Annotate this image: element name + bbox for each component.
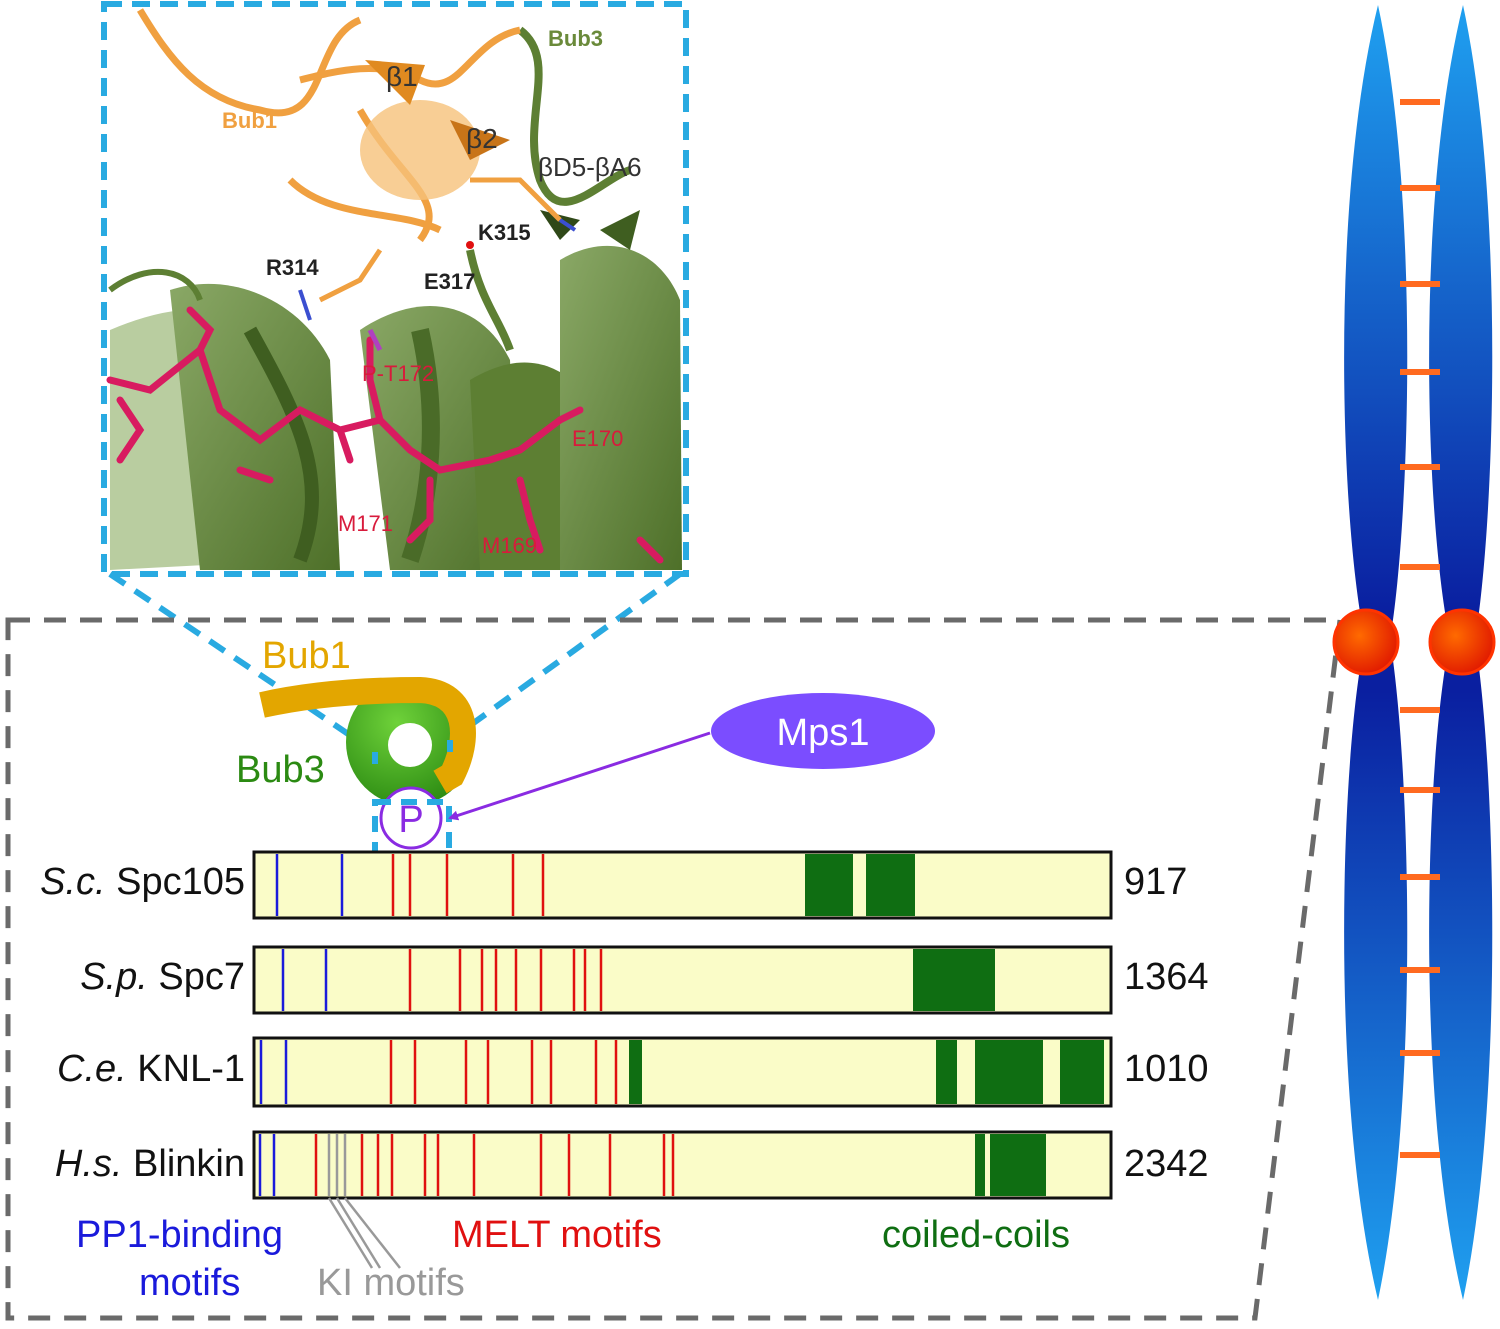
coiled-coils-sp [913,949,995,1011]
pp1-motifs-sc [275,854,344,916]
inset-label-pt172: P-T172 [362,361,434,386]
inset-label-r314: R314 [266,255,319,280]
inset-label-e170: E170 [572,426,623,451]
bub-complex: Bub1 Bub3 P [236,635,476,863]
cohesin-links [1400,99,1440,1158]
zoom-line-right [448,571,682,743]
pp1-motifs-hs [258,1134,276,1196]
track-label-sc: S.c. Spc105 [40,861,245,904]
species-sp: S.p. [80,956,148,998]
inset-label-loop: βD5-βA6 [538,152,642,182]
pp1-motifs-sp [281,949,328,1011]
zoom-line-left [108,571,377,755]
bub1-ribbon [136,8,562,303]
track-label-hs: H.s. Blinkin [55,1143,245,1186]
track-sp-spc7 [252,945,1113,1015]
chromosome [1332,5,1496,1300]
track-length-sc: 917 [1124,861,1188,903]
species-hs: H.s. [54,1143,123,1185]
track-length-ce: 1010 [1124,1048,1209,1090]
bub3-sheets [108,26,682,570]
inset-label-beta1: β1 [386,61,418,92]
protein-ce: KNL-1 [137,1048,245,1090]
melt-motifs-hs [314,1134,675,1196]
inset-label-bub1: Bub1 [222,108,277,133]
mps1-label: Mps1 [777,712,870,754]
phosphopeptide [106,306,664,564]
pp1-motifs-ce [259,1040,288,1104]
track-sc-spc105 [252,850,1113,920]
legend-pp1-line2: motifs [139,1262,241,1304]
track-length-sp: 1364 [1124,956,1209,998]
coiled-coils-ce [629,1040,1104,1104]
legend-ki: KI motifs [317,1262,465,1304]
inset-label-m169: M169 [482,533,537,558]
mps1-ellipse [711,693,935,769]
coiled-coils-sc [805,854,915,916]
ki-motifs-hs [327,1134,347,1196]
inset-label-e317: E317 [424,269,475,294]
legend-pp1-line1: PP1-binding [76,1214,284,1256]
track-label-sp: S.p. Spc7 [80,956,245,999]
inset-label-m171: M171 [338,511,393,536]
protein-sc: Spc105 [116,861,245,903]
inset-label-beta2: β2 [466,123,498,154]
inset-label-bub3: Bub3 [548,26,603,51]
track-label-ce: C.e. KNL-1 [57,1048,245,1091]
ki-pointer [327,1197,401,1269]
inset-label-k315: K315 [478,220,531,245]
phospho-circle [379,786,443,850]
phospho-label: P [398,799,423,841]
track-length-hs: 2342 [1124,1143,1209,1185]
structure-inset: Bub3 Bub1 β1 β2 βD5-βA6 K315 R314 E317 P… [101,1,689,577]
bub1-label: Bub1 [262,635,351,677]
protein-hs: Blinkin [133,1143,245,1185]
bub1-band [259,676,476,794]
melt-motifs-sp [408,949,603,1011]
track-ce-knl1 [252,1036,1113,1108]
legend-melt: MELT motifs [452,1214,662,1256]
inset-border [101,1,689,577]
legend-coils: coiled-coils [882,1214,1070,1256]
species-sc: S.c. [40,861,106,903]
coiled-coils-hs [975,1134,1046,1196]
bub3-label: Bub3 [236,749,325,791]
track-hs-blinkin [252,1130,1113,1200]
mps1-arrow [448,731,711,821]
species-ce: C.e. [57,1048,127,1090]
centromere-left [1332,608,1400,676]
melt-motifs-ce [389,1040,618,1104]
kinetochore-panel-border [5,617,1343,1321]
protein-sp: Spc7 [158,956,245,998]
centromere-right [1428,608,1496,676]
melt-motifs-sc [391,854,545,916]
